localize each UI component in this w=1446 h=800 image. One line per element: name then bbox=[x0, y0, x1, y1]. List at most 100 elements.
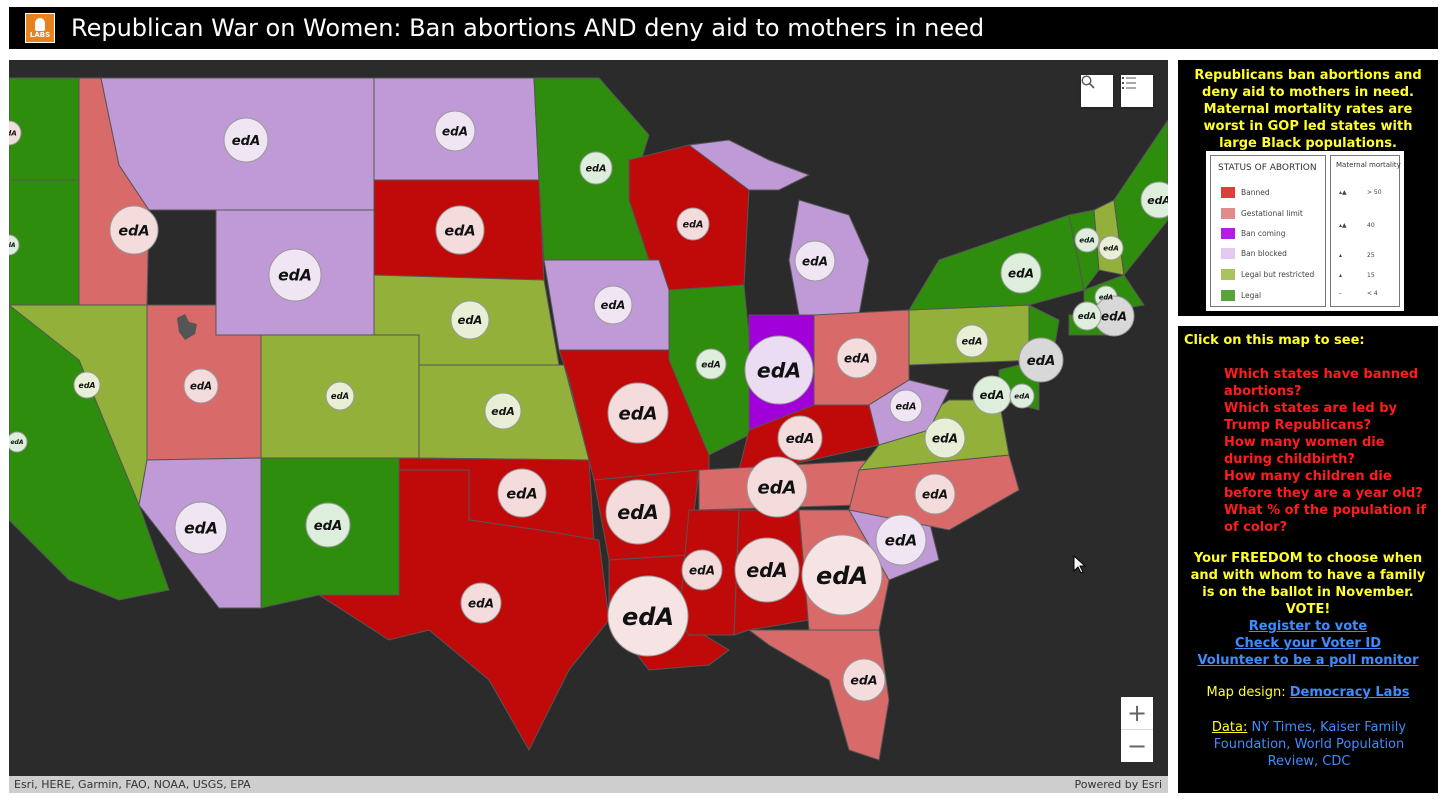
mortality-item: ▴▲ > 50 bbox=[1339, 189, 1382, 196]
mortality-symbol-label: edA bbox=[1079, 236, 1095, 245]
mortality-symbol[interactable] bbox=[914, 473, 956, 515]
mortality-item: ▴ 25 bbox=[1339, 252, 1375, 259]
legend-label: Legal bbox=[1241, 291, 1262, 300]
mortality-symbol-label: edA bbox=[331, 391, 349, 401]
info-panel: Republicans ban abortions and deny aid t… bbox=[1178, 60, 1438, 316]
data-label[interactable]: Data: bbox=[1211, 720, 1248, 735]
mortality-symbols[interactable]: edA edA edA edA edA edA edA edA edA edA edA edA edA e… bbox=[9, 110, 1168, 702]
legend: STATUS OF ABORTION Banned Gestational li… bbox=[1206, 151, 1404, 311]
mortality-symbol[interactable] bbox=[836, 337, 878, 379]
mortality-symbol[interactable] bbox=[579, 151, 613, 185]
mortality-symbol[interactable] bbox=[681, 549, 723, 591]
mortality-symbol[interactable] bbox=[434, 110, 476, 152]
mortality-symbol[interactable] bbox=[1140, 181, 1168, 219]
democracy-labs-link[interactable]: Democracy Labs bbox=[1289, 685, 1410, 700]
mortality-symbol[interactable] bbox=[183, 368, 219, 404]
mortality-symbol[interactable] bbox=[607, 575, 689, 657]
mortality-symbol[interactable] bbox=[497, 468, 547, 518]
side-panel: Click on this map to see: Which states h… bbox=[1178, 326, 1438, 793]
attribution-sources[interactable]: Esri, HERE, Garmin, FAO, NOAA, USGS, EPA bbox=[14, 778, 251, 791]
mortality-symbol[interactable] bbox=[889, 389, 923, 423]
mortality-symbol[interactable] bbox=[268, 248, 322, 302]
mortality-symbol[interactable] bbox=[734, 537, 800, 603]
legend-swatch bbox=[1221, 208, 1235, 219]
question-item: How many children die before they are a … bbox=[1224, 469, 1423, 501]
mortality-symbol-label: edA bbox=[746, 559, 788, 582]
mortality-symbol-label: edA bbox=[786, 432, 815, 447]
mortality-symbol[interactable] bbox=[1074, 227, 1100, 253]
volunteer-poll-monitor-link[interactable]: Volunteer to be a poll monitor bbox=[1197, 653, 1419, 668]
mortality-symbol[interactable] bbox=[223, 117, 269, 163]
intro-text: Republicans ban abortions and deny aid t… bbox=[1194, 68, 1422, 151]
mortality-symbol[interactable] bbox=[842, 658, 886, 702]
check-voter-id-link[interactable]: Check your Voter ID bbox=[1235, 636, 1381, 651]
mortality-symbol-label: edA bbox=[1103, 244, 1119, 253]
state-michigan-upper[interactable] bbox=[687, 139, 811, 191]
mortality-symbol[interactable] bbox=[801, 534, 883, 616]
mortality-symbol[interactable] bbox=[9, 120, 22, 146]
register-to-vote-link[interactable]: Register to vote bbox=[1248, 619, 1368, 634]
mortality-symbol[interactable] bbox=[593, 285, 633, 325]
mortality-symbol[interactable] bbox=[460, 582, 502, 624]
mortality-symbol[interactable] bbox=[607, 382, 669, 444]
mortality-symbol-label: edA bbox=[184, 520, 218, 538]
mortality-symbol[interactable] bbox=[695, 348, 727, 380]
mortality-symbol[interactable] bbox=[955, 324, 989, 358]
legend-item-legal: Legal bbox=[1221, 290, 1261, 301]
legend-label: Legal but restricted bbox=[1241, 270, 1315, 279]
mortality-symbol[interactable] bbox=[676, 207, 710, 241]
mortality-symbol-label: edA bbox=[9, 129, 17, 138]
mortality-symbol[interactable] bbox=[777, 415, 823, 461]
map-search-button[interactable] bbox=[1081, 75, 1113, 107]
mortality-symbol[interactable] bbox=[435, 205, 485, 255]
mortality-symbol[interactable] bbox=[794, 240, 836, 282]
zoom-in-button[interactable]: + bbox=[1126, 699, 1148, 727]
mortality-symbol-label: edA bbox=[1101, 309, 1127, 323]
mortality-symbol[interactable] bbox=[450, 300, 490, 340]
mortality-symbol[interactable] bbox=[744, 335, 814, 405]
us-map[interactable]: edA edA edA edA edA edA edA edA edA edA edA edA edA e… bbox=[9, 60, 1168, 793]
state-new-york[interactable] bbox=[908, 214, 1085, 311]
mortality-symbol[interactable] bbox=[9, 234, 20, 256]
mortality-symbol[interactable] bbox=[484, 392, 522, 430]
mortality-symbol[interactable] bbox=[875, 514, 927, 566]
mortality-symbol-label: edA bbox=[444, 223, 475, 239]
question-item: What % of the population if of color? bbox=[1224, 503, 1427, 535]
mortality-symbol[interactable] bbox=[73, 371, 101, 399]
mortality-symbol[interactable] bbox=[1009, 383, 1035, 409]
mortality-symbol[interactable] bbox=[305, 502, 351, 548]
legend-swatch bbox=[1221, 248, 1235, 259]
mortality-symbol[interactable] bbox=[174, 501, 228, 555]
map-view[interactable]: edA edA edA edA edA edA edA edA edA edA edA edA edA e… bbox=[9, 60, 1168, 793]
map-layer-list-button[interactable] bbox=[1121, 75, 1153, 107]
map-design-label: Map design: bbox=[1206, 685, 1286, 700]
mortality-symbol[interactable] bbox=[325, 381, 355, 411]
mortality-symbol-label: edA bbox=[844, 351, 870, 365]
mortality-symbol-label: edA bbox=[586, 164, 607, 175]
mortality-symbol-label: edA bbox=[1027, 354, 1056, 369]
mortality-symbol[interactable] bbox=[746, 456, 808, 518]
mortality-symbol-label: edA bbox=[9, 242, 16, 249]
mortality-symbol-label: edA bbox=[896, 402, 917, 413]
powered-by-esri[interactable]: Powered by Esri bbox=[1074, 778, 1162, 791]
mortality-symbol[interactable] bbox=[9, 431, 28, 453]
mortality-symbol-label: edA bbox=[922, 487, 948, 501]
mortality-symbol[interactable] bbox=[605, 479, 671, 545]
mortality-symbol[interactable] bbox=[1098, 235, 1124, 261]
data-sources-text: NY Times, Kaiser Family Foundation, Worl… bbox=[1213, 720, 1407, 769]
mortality-symbol[interactable] bbox=[1072, 301, 1102, 331]
legend-item-ban-blocked: Ban blocked bbox=[1221, 248, 1287, 259]
mortality-symbol[interactable] bbox=[1000, 252, 1042, 294]
mortality-symbol-label: edA bbox=[816, 562, 868, 590]
mortality-symbol-label: edA bbox=[1099, 293, 1113, 301]
mortality-symbol-label: edA bbox=[79, 381, 96, 390]
mortality-symbol[interactable] bbox=[1018, 337, 1064, 383]
data-sources: Data: NY Times, Kaiser Family Foundation… bbox=[1206, 719, 1412, 770]
democracy-labs-logo[interactable]: LABS bbox=[25, 13, 55, 43]
search-icon bbox=[1081, 75, 1095, 89]
question-item: Which states are led by Trump Republican… bbox=[1224, 401, 1397, 433]
lightbulb-icon bbox=[35, 18, 45, 31]
mortality-symbol[interactable] bbox=[109, 205, 159, 255]
zoom-out-button[interactable]: − bbox=[1126, 732, 1148, 760]
mortality-symbol[interactable] bbox=[924, 417, 966, 459]
